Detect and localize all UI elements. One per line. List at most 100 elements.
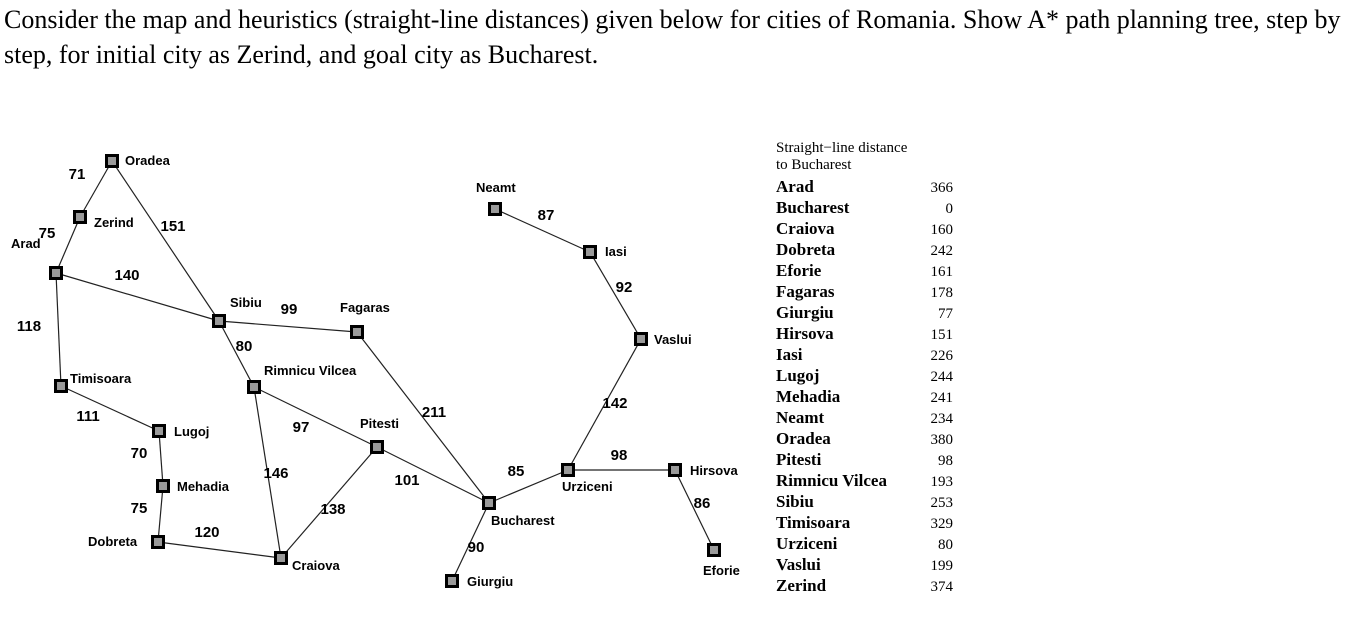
heuristic-value: 244	[930, 369, 954, 385]
heuristic-value: 226	[930, 348, 954, 364]
heuristic-city-name: Lugoj	[776, 366, 820, 385]
heuristic-city-name: Arad	[776, 177, 814, 196]
distance-label-hirsova-eforie: 86	[694, 495, 711, 512]
heuristic-row: Dobreta 242	[776, 240, 956, 261]
heuristic-city-name: Urziceni	[776, 534, 838, 553]
city-node-sibiu	[212, 314, 226, 328]
heuristic-city-name: Oradea	[776, 429, 831, 448]
heuristic-city-name: Fagaras	[776, 282, 835, 301]
heuristic-row: Neamt 234	[776, 408, 956, 429]
roads-layer	[55, 160, 715, 582]
city-label-rimnicu: Rimnicu Vilcea	[264, 363, 357, 378]
road-urziceni-vaslui	[567, 338, 642, 471]
distance-label-rimnicu-craiova: 146	[263, 465, 288, 482]
road-arad-sibiu	[55, 272, 220, 322]
heuristic-value: 199	[930, 558, 954, 574]
road-craiova-pitesti	[280, 446, 378, 559]
road-vaslui-iasi	[589, 251, 642, 340]
road-lugoj-mehadia	[158, 430, 164, 487]
distance-label-oradea-sibiu: 151	[160, 218, 185, 235]
city-node-craiova	[274, 551, 288, 565]
distance-labels-layer: 71 75 151 140 118 111 70 75 120 99 80 97 146 138 101 21…	[17, 166, 710, 556]
city-label-arad: Arad	[11, 236, 41, 251]
city-node-eforie	[707, 543, 721, 557]
heuristic-value: 193	[930, 474, 954, 490]
heuristic-city-name: Hirsova	[776, 324, 834, 343]
heuristic-row: Zerind 374	[776, 576, 956, 597]
city-label-zerind: Zerind	[94, 215, 134, 230]
city-label-lugoj: Lugoj	[174, 424, 209, 439]
city-labels-layer: Oradea Zerind Arad Timisoara Lugoj Mehadia Dob…	[11, 153, 740, 589]
distance-label-craiova-pitesti: 138	[320, 501, 345, 518]
heuristic-city-name: Dobreta	[776, 240, 836, 259]
city-label-oradea: Oradea	[125, 153, 171, 168]
heuristic-city-name: Sibiu	[776, 492, 814, 511]
distance-label-vaslui-iasi: 92	[616, 279, 633, 296]
road-sibiu-rimnicu	[218, 320, 255, 388]
city-label-pitesti: Pitesti	[360, 416, 399, 431]
heuristic-value: 161	[930, 264, 954, 280]
heuristic-row: Arad 366	[776, 177, 956, 198]
city-label-hirsova: Hirsova	[690, 463, 738, 478]
distance-label-urziceni-hirsova: 98	[611, 447, 628, 464]
city-node-timisoara	[54, 379, 68, 393]
city-label-neamt: Neamt	[476, 180, 516, 195]
romania-map: 71 75 151 140 118 111 70 75 120 99 80 97 146 138 101 21…	[11, 153, 740, 589]
city-node-giurgiu	[445, 574, 459, 588]
heuristic-row: Lugoj 244	[776, 366, 956, 387]
heuristic-value: 234	[930, 411, 954, 427]
heuristic-value: 80	[938, 537, 953, 553]
city-node-arad	[49, 266, 63, 280]
road-bucharest-urziceni	[488, 469, 569, 504]
city-node-vaslui	[634, 332, 648, 346]
heuristic-city-name: Zerind	[776, 576, 827, 595]
city-label-giurgiu: Giurgiu	[467, 574, 513, 589]
city-label-eforie: Eforie	[703, 563, 740, 578]
city-label-dobreta: Dobreta	[88, 534, 138, 549]
road-zerind-arad	[55, 216, 81, 274]
heuristic-row: Iasi 226	[776, 345, 956, 366]
heuristic-value: 0	[945, 201, 954, 217]
city-node-neamt	[488, 202, 502, 216]
road-arad-timisoara	[55, 272, 62, 387]
heuristic-value: 151	[930, 327, 954, 343]
road-iasi-neamt	[494, 208, 591, 253]
road-dobreta-craiova	[157, 541, 282, 559]
distance-label-zerind-arad: 75	[39, 225, 56, 242]
city-label-fagaras: Fagaras	[340, 300, 390, 315]
heuristic-city-name: Mehadia	[776, 387, 841, 406]
heuristic-row: Eforie 161	[776, 261, 956, 282]
road-oradea-zerind	[79, 160, 113, 218]
heuristic-row: Timisoara 329	[776, 513, 956, 534]
road-mehadia-dobreta	[157, 485, 164, 543]
road-rimnicu-craiova	[253, 386, 282, 559]
heuristic-row: Pitesti 98	[776, 450, 956, 471]
city-label-mehadia: Mehadia	[177, 479, 230, 494]
heuristic-row: Urziceni 80	[776, 534, 956, 555]
city-node-oradea	[105, 154, 119, 168]
heuristic-city-name: Bucharest	[776, 198, 850, 217]
heuristic-value: 77	[938, 306, 953, 322]
heuristic-row: Sibiu 253	[776, 492, 956, 513]
city-label-bucharest: Bucharest	[491, 513, 555, 528]
city-node-hirsova	[668, 463, 682, 477]
heuristic-value: 178	[930, 285, 954, 301]
city-node-rimnicu	[247, 380, 261, 394]
distance-label-bucharest-giurgiu: 90	[468, 539, 485, 556]
heuristic-city-name: Pitesti	[776, 450, 822, 469]
city-node-iasi	[583, 245, 597, 259]
road-fagaras-bucharest	[356, 331, 490, 504]
road-bucharest-giurgiu	[451, 502, 490, 582]
distance-label-rimnicu-pitesti: 97	[293, 419, 310, 436]
heuristic-city-name: Rimnicu Vilcea	[776, 471, 887, 490]
road-rimnicu-pitesti	[253, 386, 378, 448]
city-node-pitesti	[370, 440, 384, 454]
city-node-lugoj	[152, 424, 166, 438]
distance-label-lugoj-mehadia: 70	[131, 445, 148, 462]
heuristic-value: 253	[930, 495, 954, 511]
distance-label-mehadia-dobreta: 75	[131, 500, 148, 517]
heuristic-row: Bucharest 0	[776, 198, 956, 219]
heuristic-city-name: Vaslui	[776, 555, 821, 574]
distance-label-sibiu-fagaras: 99	[281, 301, 298, 318]
city-node-zerind	[73, 210, 87, 224]
